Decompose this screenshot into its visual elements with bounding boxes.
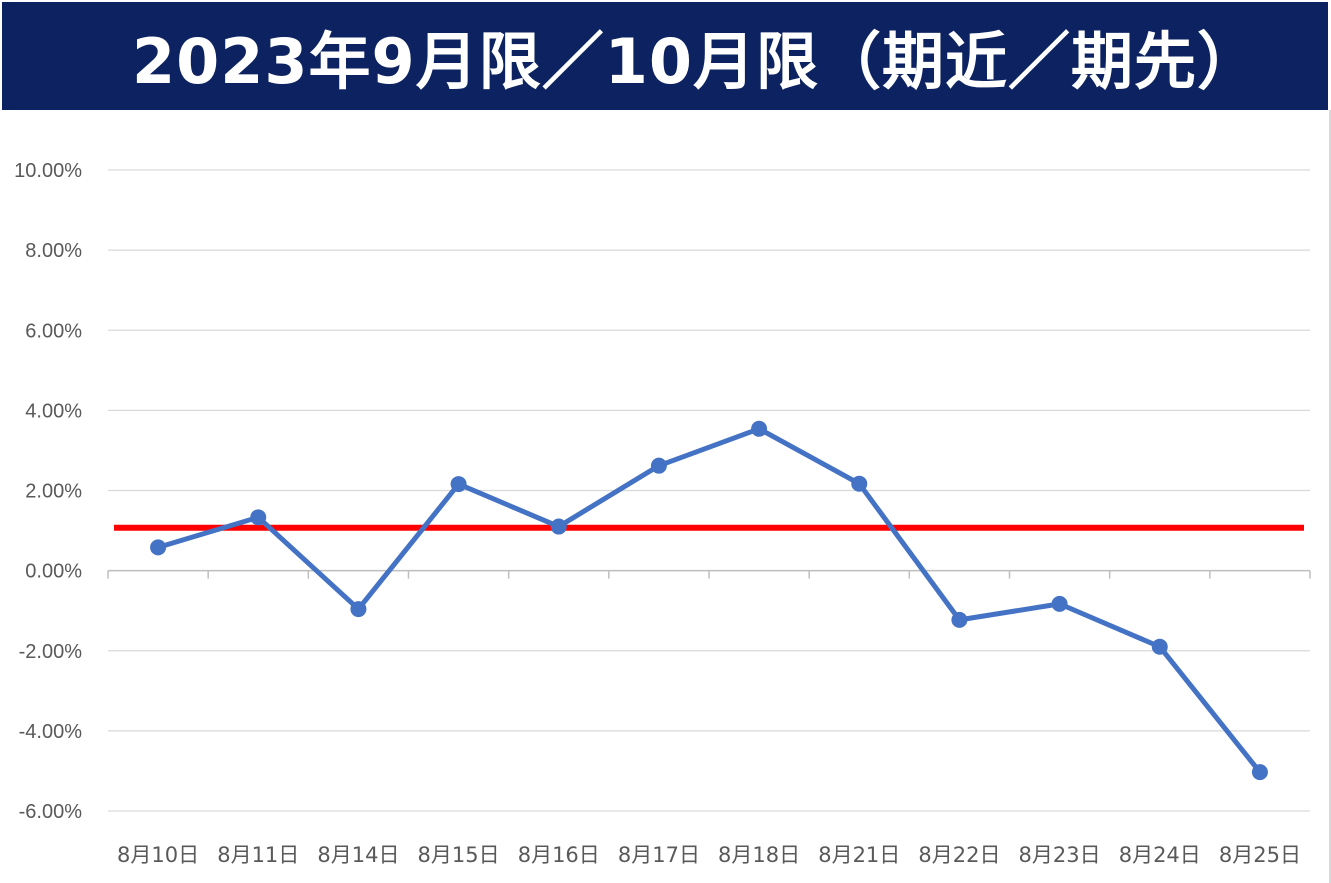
x-tick-label: 8月14日 <box>317 843 399 867</box>
x-tick-label: 8月15日 <box>418 843 500 867</box>
x-tick-label: 8月23日 <box>1019 843 1101 867</box>
data-point <box>350 601 367 618</box>
x-tick-label: 8月18日 <box>718 843 800 867</box>
chart-title: 2023年9月限／10月限（期近／期先） <box>132 25 1260 98</box>
gridlines <box>108 169 1310 812</box>
data-point <box>450 476 467 493</box>
data-point <box>250 509 267 526</box>
y-tick-label: -6.00% <box>19 801 83 823</box>
data-point <box>1051 595 1068 612</box>
y-tick-label: -4.00% <box>19 721 83 743</box>
x-tick-label: 8月10日 <box>117 843 199 867</box>
data-point <box>751 420 768 437</box>
y-tick-label: 10.00% <box>14 160 82 182</box>
x-tick-label: 8月21日 <box>818 843 900 867</box>
chart-frame: 10.00% 8.00% 6.00% 4.00% 2.00% 0.00% -2.00% -4.… <box>0 110 1331 883</box>
data-point <box>951 611 968 628</box>
series-line <box>157 426 1262 774</box>
y-tick-label: 4.00% <box>25 400 82 422</box>
data-point <box>650 457 667 474</box>
y-axis-ticks: 10.00% 8.00% 6.00% 4.00% 2.00% 0.00% -2.00% -4.… <box>14 160 82 823</box>
data-point <box>1151 638 1168 655</box>
y-tick-label: 0.00% <box>25 561 82 583</box>
data-point <box>1251 764 1268 781</box>
data-point <box>150 539 167 556</box>
x-tick-label: 8月24日 <box>1119 843 1201 867</box>
data-point <box>851 475 868 492</box>
x-tick-label: 8月11日 <box>217 843 299 867</box>
x-axis-ticks: 8月10日 8月11日 8月14日 8月15日 8月16日 8月17日 8月18日 8月21日… <box>117 843 1301 867</box>
x-tick-label: 8月25日 <box>1219 843 1301 867</box>
x-tick-label: 8月17日 <box>618 843 700 867</box>
y-tick-label: 2.00% <box>25 481 82 503</box>
data-point <box>550 518 567 535</box>
line-chart: 10.00% 8.00% 6.00% 4.00% 2.00% 0.00% -2.00% -4.… <box>14 160 1311 867</box>
title-banner: 2023年9月限／10月限（期近／期先） <box>2 2 1328 110</box>
y-tick-label: 6.00% <box>25 320 82 342</box>
x-tick-label: 8月16日 <box>518 843 600 867</box>
series-group <box>114 420 1304 781</box>
x-axis <box>107 569 1311 579</box>
y-tick-label: 8.00% <box>25 240 82 262</box>
x-tick-label: 8月22日 <box>918 843 1000 867</box>
y-tick-label: -2.00% <box>19 641 83 663</box>
